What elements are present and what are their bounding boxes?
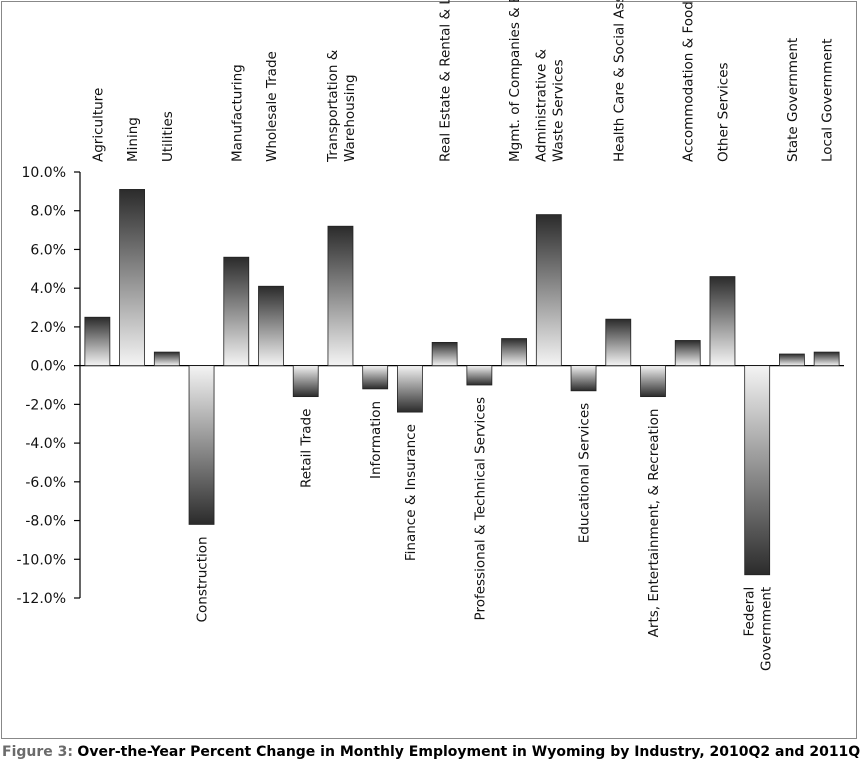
bar-10 [431, 341, 458, 367]
bar-11 [466, 365, 493, 386]
bar-5 [258, 285, 284, 367]
y-tick-label: -10.0% [16, 552, 66, 568]
y-axis: 10.0% 8.0% 6.0% 4.0% 2.0% 0.0% -2.0% -4.0% -6.0%… [16, 165, 844, 607]
category-label-21: Local Government [820, 39, 836, 162]
y-tick-label: -2.0% [25, 397, 66, 413]
figure-caption: Figure 3: Over-the-Year Percent Change i… [2, 744, 860, 770]
y-tick-label: 10.0% [22, 165, 66, 181]
category-label-20: State Government [785, 38, 801, 162]
bar-9 [397, 365, 423, 413]
category-label-14: Educational Services [577, 403, 593, 543]
bar-12 [501, 338, 527, 367]
bar-chart: 10.0% 8.0% 6.0% 4.0% 2.0% 0.0% -2.0% -4.0% -6.0%… [16, 0, 844, 671]
y-tick-label: 2.0% [30, 320, 66, 336]
category-label-5: Wholesale Trade [264, 51, 280, 162]
bars [84, 189, 840, 576]
y-tick-label: 4.0% [30, 281, 66, 297]
bar-18 [709, 276, 736, 367]
bar-7 [327, 225, 354, 367]
category-label-1: Mining [125, 117, 141, 162]
category-label-8: Information [368, 401, 384, 479]
bar-14 [570, 365, 597, 392]
y-tick-label: 0.0% [30, 359, 66, 375]
bar-15 [605, 318, 632, 367]
category-label-9: Finance & Insurance [403, 424, 419, 561]
y-tick-label: -12.0% [16, 591, 66, 607]
category-label-10: Real Estate & Rental & Leasing [438, 0, 454, 162]
category-label-2: Utilities [160, 111, 176, 162]
bar-4 [223, 256, 250, 367]
category-label-18: Other Services [715, 62, 731, 162]
bar-17 [674, 340, 701, 367]
y-tick-label: -8.0% [25, 514, 66, 530]
bar-2 [153, 351, 180, 367]
category-label-16: Arts, Entertainment, & Recreation [646, 409, 662, 638]
category-label-6: Retail Trade [299, 409, 315, 488]
category-label-7: Transportation &Warehousing [325, 49, 358, 163]
caption-text: Over-the-Year Percent Change in Monthly … [77, 744, 860, 760]
bar-16 [640, 365, 666, 398]
category-labels: Agriculture Mining Utilities Construction Ma… [90, 0, 835, 671]
category-label-12: Mgmt. of Companies & Enterprises [507, 0, 523, 162]
bar-6 [292, 365, 319, 398]
y-tick-label: 6.0% [30, 242, 66, 258]
bar-8 [362, 365, 389, 390]
bar-19 [744, 365, 771, 576]
bar-21 [813, 351, 840, 367]
category-label-17: Accommodation & Food Services [681, 0, 697, 162]
y-tick-label: 8.0% [30, 204, 66, 220]
category-label-11: Professional & Technical Services [472, 397, 488, 620]
category-label-0: Agriculture [90, 88, 106, 162]
bar-1 [119, 189, 145, 367]
category-label-13: Administrative &Waste Services [533, 48, 566, 162]
bar-20 [779, 353, 805, 367]
y-tick-label: -6.0% [25, 475, 66, 491]
chart-frame [1, 1, 857, 739]
category-label-15: Health Care & Social Assistance [611, 0, 627, 162]
category-label-4: Manufacturing [229, 64, 245, 162]
bar-13 [535, 214, 562, 367]
figure-label: Figure 3: [2, 744, 73, 760]
y-tick-label: -4.0% [25, 436, 66, 452]
category-label-3: Construction [195, 536, 211, 622]
bar-0 [84, 316, 111, 367]
category-label-19: FederalGovernment [742, 587, 775, 671]
bar-3 [188, 365, 215, 525]
